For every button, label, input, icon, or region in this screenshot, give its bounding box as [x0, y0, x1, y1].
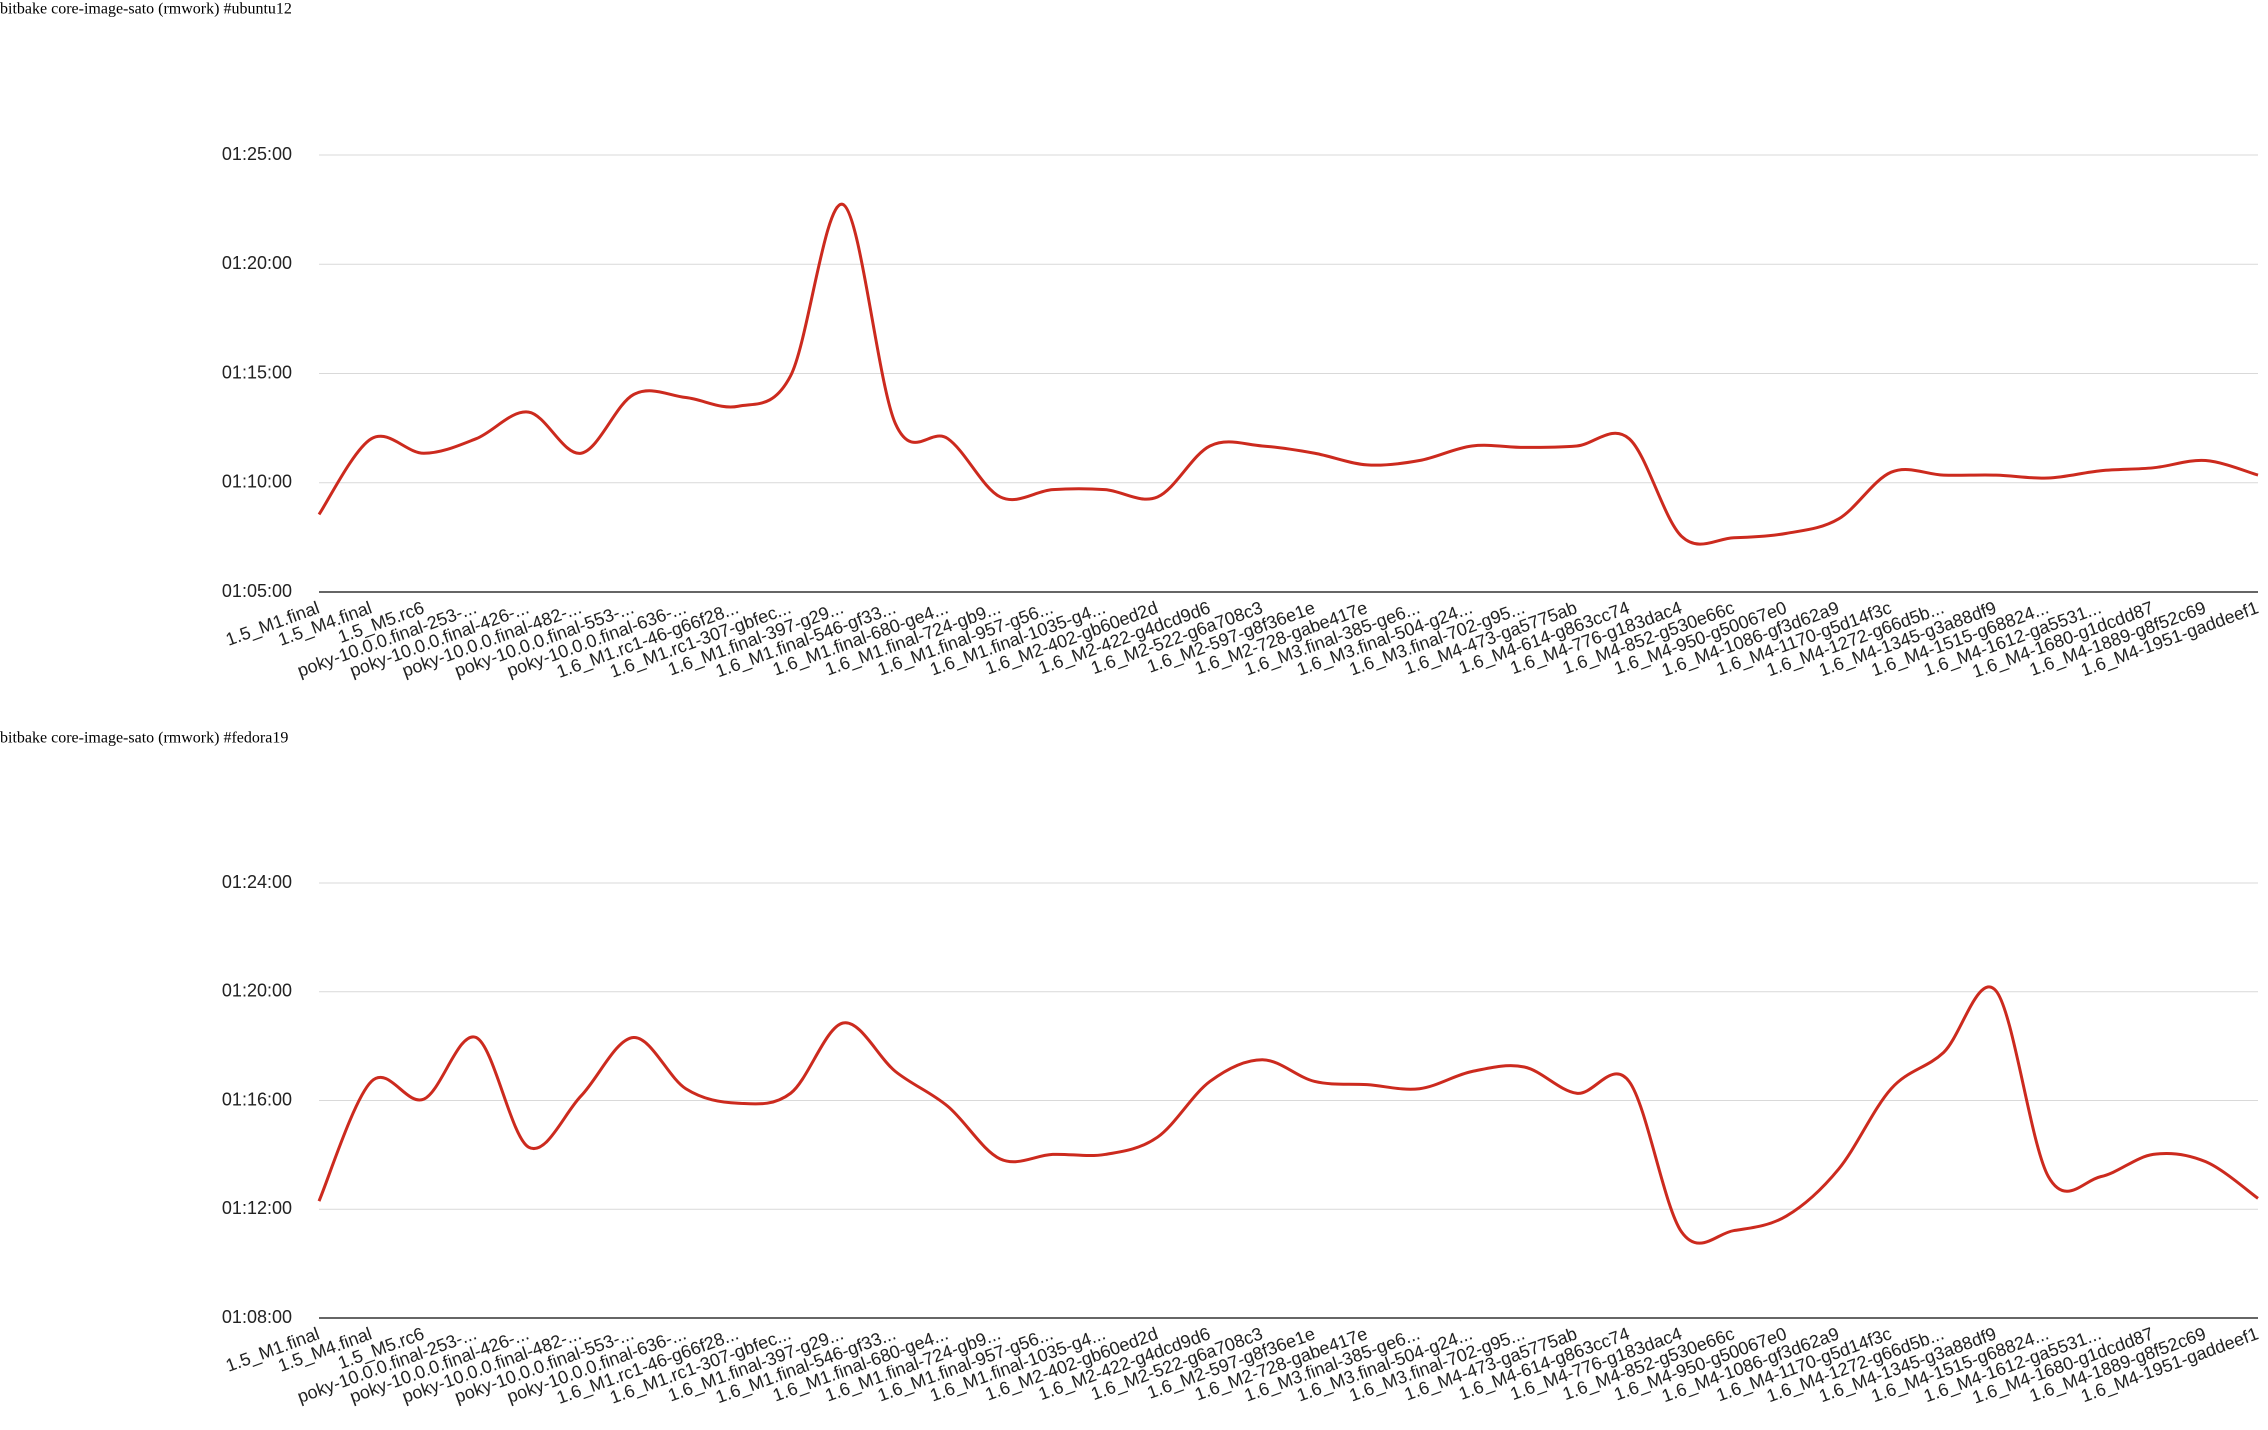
- chart-title: bitbake core-image-sato (rmwork) #fedora…: [0, 730, 288, 747]
- y-tick-label: 01:05:00: [222, 581, 292, 601]
- series-line: [317, 203, 2259, 546]
- chart: bitbake core-image-sato (rmwork) #ubuntu…: [0, 1, 2261, 683]
- y-tick-label: 01:16:00: [222, 1089, 292, 1109]
- y-tick-label: 01:12:00: [222, 1198, 292, 1218]
- y-tick-label: 01:15:00: [222, 362, 292, 382]
- series-line: [317, 985, 2259, 1245]
- chart-title: bitbake core-image-sato (rmwork) #ubuntu…: [0, 1, 292, 18]
- y-tick-label: 01:24:00: [222, 872, 292, 892]
- y-tick-label: 01:20:00: [222, 981, 292, 1001]
- y-tick-label: 01:10:00: [222, 472, 292, 492]
- y-tick-label: 01:20:00: [222, 253, 292, 273]
- chart: bitbake core-image-sato (rmwork) #fedora…: [0, 730, 2261, 1409]
- y-tick-label: 01:08:00: [222, 1307, 292, 1327]
- y-tick-label: 01:25:00: [222, 144, 292, 164]
